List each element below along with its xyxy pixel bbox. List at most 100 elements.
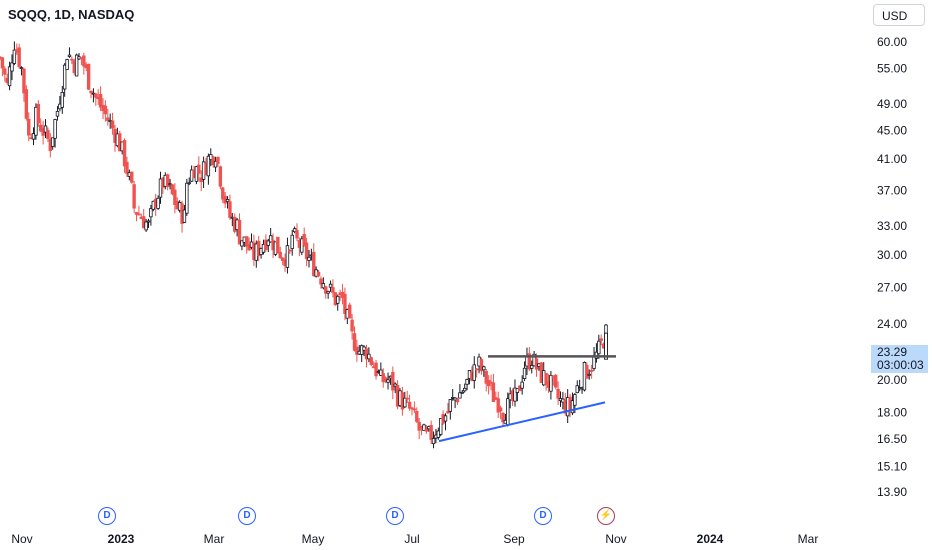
x-tick-label: 2023 bbox=[108, 532, 135, 546]
candle-body bbox=[462, 387, 467, 392]
candle-body bbox=[513, 387, 517, 402]
candle-body bbox=[482, 366, 486, 371]
candle-body bbox=[448, 399, 453, 412]
candle-body bbox=[491, 382, 496, 403]
candle-body bbox=[570, 400, 575, 414]
dividend-icon[interactable]: D bbox=[534, 507, 552, 525]
candle-body bbox=[331, 287, 335, 293]
y-tick-label: 24.00 bbox=[877, 317, 907, 331]
candle-body bbox=[302, 234, 306, 246]
y-tick-label: 13.90 bbox=[877, 485, 907, 499]
candlestick-series bbox=[0, 41, 608, 449]
x-tick-label: May bbox=[302, 532, 325, 546]
candle-body bbox=[498, 407, 503, 412]
candle-body bbox=[22, 68, 26, 94]
support-trendline bbox=[438, 401, 606, 443]
candle-body bbox=[53, 119, 57, 139]
candle-body bbox=[173, 189, 177, 206]
candle-body bbox=[527, 353, 532, 370]
candle-body bbox=[328, 283, 333, 288]
candle-body bbox=[280, 257, 285, 261]
candle-body bbox=[211, 156, 215, 166]
candle-body bbox=[458, 392, 462, 399]
candle-body bbox=[290, 234, 294, 249]
candle-body bbox=[31, 133, 36, 140]
candle-body bbox=[276, 236, 280, 254]
candle-body bbox=[39, 124, 43, 132]
candle-body bbox=[369, 357, 373, 366]
currency-button[interactable]: USD bbox=[873, 4, 925, 26]
candle-body bbox=[19, 67, 24, 70]
split-icon[interactable]: ⚡ bbox=[597, 507, 615, 525]
candle-body bbox=[506, 398, 510, 425]
candle-body bbox=[575, 385, 579, 394]
candle-body bbox=[194, 166, 199, 182]
candle-body bbox=[146, 220, 151, 223]
candle-body bbox=[206, 155, 211, 177]
candle-body bbox=[94, 93, 98, 98]
candle-body bbox=[98, 93, 103, 108]
candle-body bbox=[10, 62, 14, 72]
x-tick-label: 2024 bbox=[697, 532, 724, 546]
x-tick-label: Mar bbox=[798, 532, 819, 546]
candle-body bbox=[556, 388, 560, 399]
candle-body bbox=[288, 249, 292, 252]
candle-body bbox=[522, 367, 527, 380]
y-tick-label: 60.00 bbox=[877, 35, 907, 49]
candle-body bbox=[165, 174, 170, 188]
candle-body bbox=[573, 394, 577, 406]
candle-body bbox=[379, 369, 383, 376]
candle-body bbox=[443, 415, 448, 422]
candle-body bbox=[431, 438, 436, 445]
y-tick-label: 16.50 bbox=[877, 432, 907, 446]
time-axis[interactable]: Nov 2023 Mar May Jul Sep Nov 2024 Mar bbox=[11, 532, 818, 546]
candle-body bbox=[187, 182, 191, 185]
candle-body bbox=[292, 228, 297, 233]
y-tick-label: 41.00 bbox=[877, 152, 907, 166]
dividend-icon[interactable]: D bbox=[238, 507, 256, 525]
candle-body bbox=[544, 372, 548, 385]
candle-body bbox=[134, 212, 139, 215]
candle-body bbox=[225, 199, 230, 202]
symbol-title[interactable]: SQQQ, 1D, NASDAQ bbox=[8, 7, 135, 22]
candle-body bbox=[422, 424, 426, 431]
candle-body bbox=[240, 240, 244, 247]
candle-body bbox=[587, 373, 591, 376]
candle-body bbox=[65, 59, 69, 70]
candle-body bbox=[336, 295, 340, 304]
candle-body bbox=[415, 411, 419, 422]
candle-body bbox=[474, 368, 479, 371]
dividend-icon[interactable]: D bbox=[98, 507, 116, 525]
candle-body bbox=[60, 92, 64, 108]
y-tick-label: 27.00 bbox=[877, 281, 907, 295]
candle-body bbox=[106, 117, 110, 121]
candle-body bbox=[46, 129, 50, 139]
candle-body bbox=[268, 235, 273, 243]
candle-body bbox=[103, 105, 108, 115]
candle-body bbox=[604, 332, 608, 360]
candle-body bbox=[599, 338, 603, 341]
candle-body bbox=[185, 182, 189, 214]
y-tick-label: 30.00 bbox=[877, 248, 907, 262]
candle-body bbox=[36, 103, 41, 124]
candle-body bbox=[479, 359, 484, 372]
candle-body bbox=[228, 201, 232, 218]
candle-body bbox=[589, 369, 594, 372]
candle-body bbox=[391, 371, 395, 391]
candle-body bbox=[326, 290, 330, 294]
candle-body bbox=[43, 125, 48, 133]
candle-body bbox=[465, 379, 469, 385]
candle-body bbox=[170, 184, 175, 195]
dividend-icon[interactable]: D bbox=[386, 507, 404, 525]
candle-body bbox=[89, 90, 93, 94]
candle-body bbox=[130, 171, 134, 183]
candle-body bbox=[324, 286, 328, 294]
candle-body bbox=[50, 137, 55, 147]
y-tick-label: 49.00 bbox=[877, 97, 907, 111]
candle-body bbox=[62, 64, 67, 90]
bar-countdown: 03:00:03 bbox=[877, 358, 924, 372]
candle-body bbox=[405, 397, 409, 400]
candle-body bbox=[321, 283, 326, 289]
price-axis[interactable]: 60.00 55.00 49.00 45.00 41.00 37.00 33.00 30.00… bbox=[877, 35, 907, 499]
